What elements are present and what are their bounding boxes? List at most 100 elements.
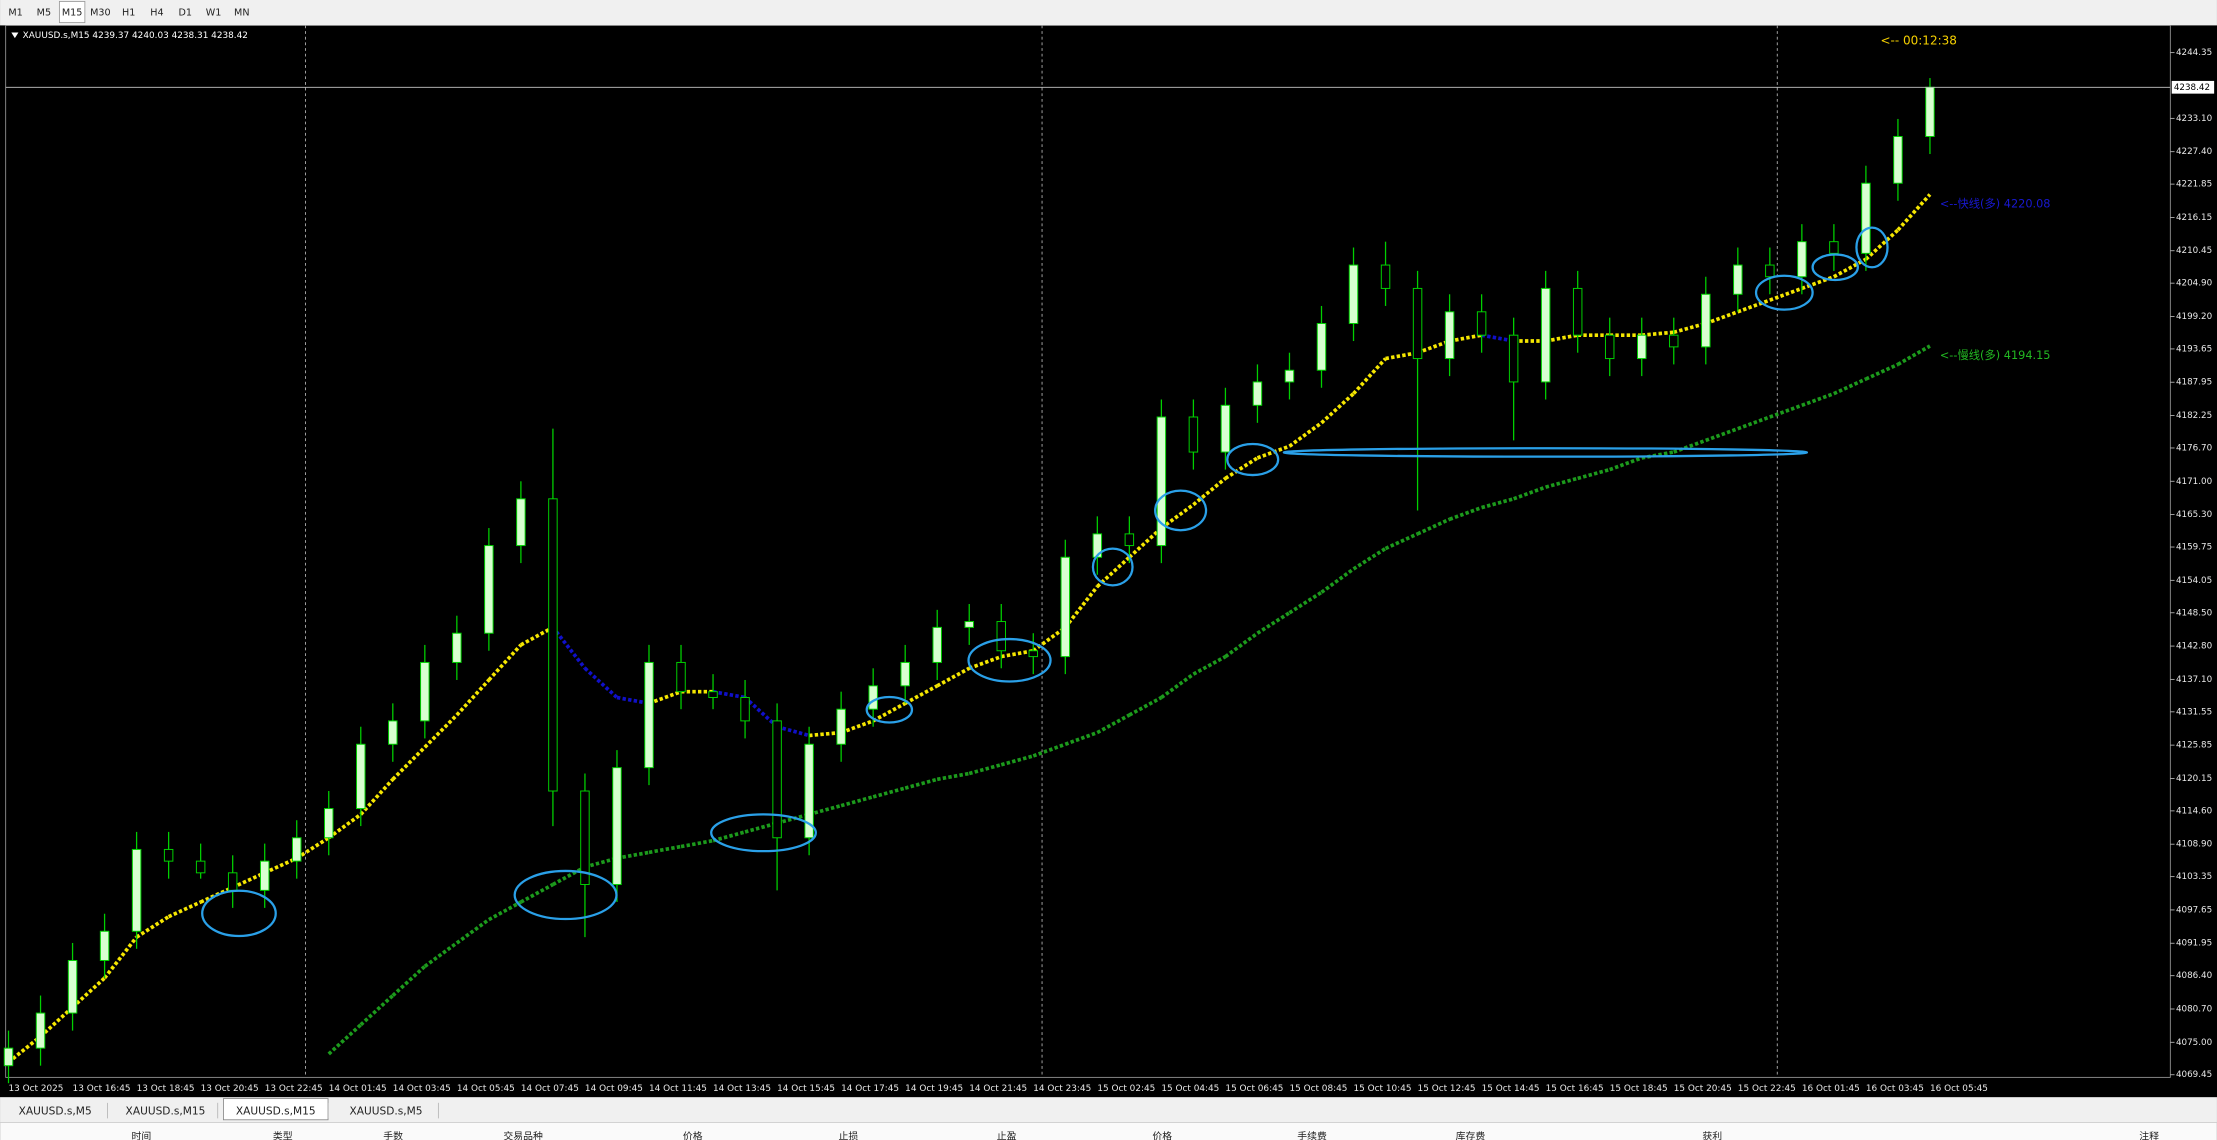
table-column[interactable]: 价格 (1152, 1130, 1172, 1140)
y-tick-label: 4199.20 (2176, 312, 2212, 322)
candle-body (1861, 182, 1871, 254)
x-tick-label: 15 Oct 08:45 (1289, 1084, 1347, 1094)
candle-body (259, 860, 270, 891)
y-tick-label: 4069.45 (2176, 1070, 2212, 1080)
tab[interactable]: XAUUSD.s,M5 (19, 1105, 92, 1117)
y-tick-label: 4216.15 (2176, 213, 2212, 223)
table-column[interactable]: 类型 (273, 1130, 293, 1140)
candle-body (1316, 322, 1327, 371)
ellipse (1282, 447, 1809, 458)
y-tick-label: 4075.00 (2176, 1038, 2212, 1048)
y-tick-label: 4233.10 (2176, 114, 2212, 124)
table-column[interactable]: 止损 (838, 1130, 858, 1140)
ma-segment (1352, 546, 1387, 571)
ma-segment (1063, 585, 1099, 629)
candle-body (644, 661, 654, 769)
day-separators (305, 25, 1778, 1078)
candle-body (580, 790, 590, 886)
ma-segment (1769, 403, 1803, 419)
candle-body (964, 621, 974, 628)
ma-segment (167, 900, 202, 919)
y-tick-label: 4120.15 (2176, 774, 2212, 784)
candle-body (356, 743, 366, 810)
candle-body (324, 808, 334, 839)
candle-body (1220, 404, 1231, 453)
candle-body (740, 697, 750, 722)
candle-body (227, 872, 238, 891)
table-column[interactable]: 库存费 (1456, 1130, 1486, 1140)
x-tick-label: 14 Oct 07:45 (521, 1084, 579, 1094)
table-column[interactable]: 止盈 (997, 1131, 1017, 1140)
ma-segment (1352, 357, 1387, 395)
ma-segment (1801, 391, 1835, 408)
x-tick-label: 14 Oct 05:45 (457, 1084, 515, 1094)
x-tick-label: 14 Oct 09:45 (585, 1084, 643, 1094)
y-tick-label: 4108.90 (2176, 840, 2212, 850)
ma-segment (936, 666, 971, 688)
x-tick-label: 14 Oct 15:45 (777, 1084, 835, 1094)
ma-segment (103, 935, 139, 980)
table-column[interactable]: 注释 (2139, 1130, 2159, 1140)
ma-segment (359, 994, 395, 1027)
ma-segment (1160, 672, 1195, 699)
ma-segment (231, 871, 266, 890)
timeframe-button[interactable]: W1 (206, 8, 222, 19)
table-column[interactable]: 时间 (132, 1130, 152, 1140)
candle-body (1604, 334, 1615, 360)
ma-segment (1192, 476, 1227, 507)
candle-body (1508, 334, 1519, 383)
timeframe-button[interactable]: M15 (62, 8, 83, 19)
ma-segment (648, 689, 682, 706)
ma-segment (1609, 456, 1643, 472)
table-column[interactable]: 交易品种 (503, 1130, 543, 1140)
ma-segment (1705, 310, 1739, 326)
ma-segment (487, 900, 522, 922)
ellipse (710, 813, 817, 853)
y-tick-label: 4210.45 (2176, 246, 2212, 256)
plot-frame (5, 25, 2171, 1078)
candle-body (1284, 369, 1295, 383)
ma-segment (552, 865, 586, 887)
ma-segment (904, 684, 939, 705)
timeframe-button[interactable]: M1 (8, 8, 22, 19)
timeframe-button[interactable]: H4 (150, 8, 163, 19)
candle-body (1252, 381, 1263, 406)
timeframe-button[interactable]: M5 (37, 8, 51, 19)
tab[interactable]: XAUUSD.s,M15 (236, 1105, 316, 1117)
ma-segment (1032, 742, 1066, 758)
tab[interactable]: XAUUSD.s,M15 (126, 1105, 206, 1117)
candle-body (1060, 556, 1071, 658)
timeframe-button[interactable]: MN (234, 8, 249, 19)
table-column[interactable]: 手数 (383, 1130, 403, 1140)
tab-bar (0, 1097, 2217, 1123)
ma-segment (1064, 730, 1098, 746)
ma-segment (455, 678, 491, 717)
candle-body (1156, 416, 1167, 547)
candle-body (388, 720, 398, 745)
candle-body (291, 837, 302, 862)
x-tick-label: 15 Oct 22:45 (1738, 1084, 1796, 1094)
candle-body (708, 691, 718, 699)
y-tick-label: 4244.35 (2176, 48, 2212, 58)
current-price-box (2171, 80, 2215, 94)
y-tick-label: 4227.40 (2176, 147, 2212, 157)
ma-segment (391, 964, 427, 997)
timeframe-button[interactable]: H1 (122, 8, 135, 19)
y-tick-label: 4182.25 (2176, 411, 2212, 421)
ellipse (967, 637, 1052, 683)
candle-body (1412, 287, 1423, 360)
candle-body (868, 685, 878, 710)
y-tick-label: 4080.70 (2176, 1004, 2212, 1014)
timeframe-button[interactable]: M30 (90, 8, 111, 19)
y-tick-label: 4137.10 (2176, 675, 2212, 685)
table-column[interactable]: 手续费 (1297, 1130, 1327, 1140)
table-column[interactable]: 获利 (1702, 1131, 1722, 1140)
table-column[interactable]: 价格 (683, 1130, 703, 1140)
ma-segment (1833, 377, 1867, 396)
candle-body (1701, 293, 1711, 348)
tab[interactable]: XAUUSD.s,M5 (349, 1105, 422, 1117)
timeframe-button[interactable]: D1 (178, 8, 192, 19)
candle-body (131, 848, 142, 932)
x-tick-label: 15 Oct 12:45 (1418, 1084, 1476, 1094)
ma-segment (7, 1035, 42, 1064)
